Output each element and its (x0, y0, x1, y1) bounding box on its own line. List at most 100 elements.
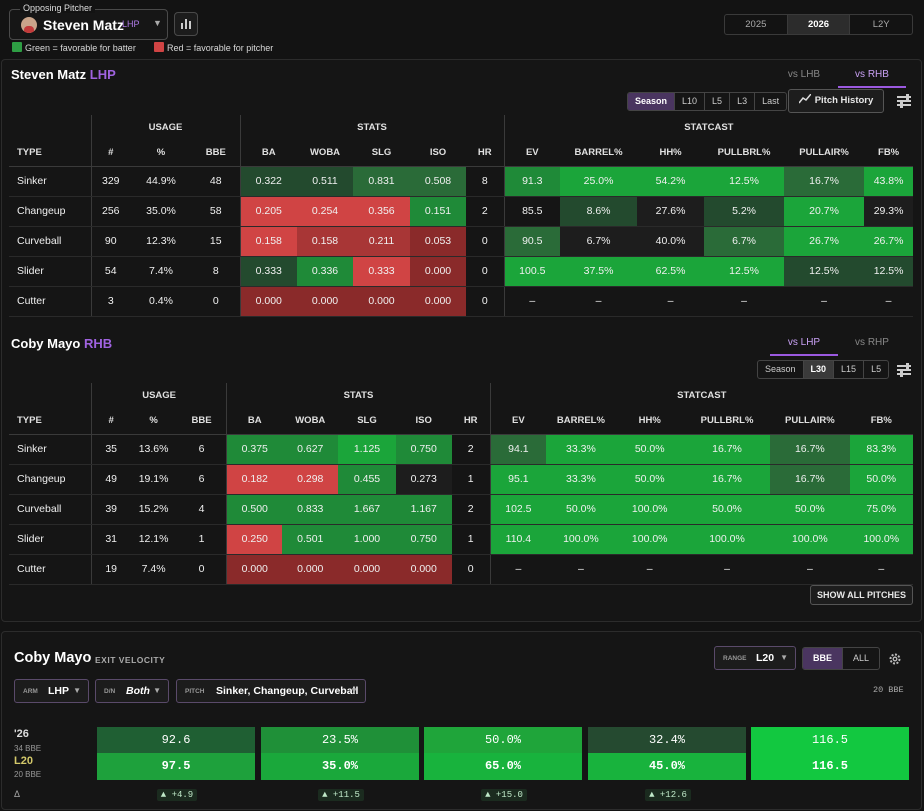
gear-icon[interactable] (888, 652, 902, 669)
column-header[interactable]: PULLBRL% (683, 408, 771, 435)
column-header[interactable]: # (90, 140, 130, 167)
table-row[interactable]: Cutter 19 7.4% 0 0.000 0.000 0.000 0.000 0– – – – – – (9, 554, 913, 585)
batter-vs-tabs: vs LHP vs RHP (770, 337, 906, 356)
column-header[interactable]: TYPE (9, 408, 92, 435)
opposing-pitcher-label: Opposing Pitcher (20, 3, 96, 13)
stat-cell: 16.7% (770, 434, 850, 465)
column-header[interactable]: EV (489, 408, 547, 435)
metric-recent-value: 35.0% (261, 753, 419, 780)
column-header[interactable]: PULLBRL% (704, 140, 785, 167)
column-header[interactable]: BA (239, 140, 298, 167)
range-season[interactable]: Season (628, 93, 676, 110)
range-select[interactable]: RANGE L20 ▼ (714, 646, 796, 670)
green-swatch-icon (12, 42, 22, 52)
stat-cell: 6.7% (704, 226, 785, 257)
range-l5[interactable]: L5 (871, 364, 882, 374)
stat-cell: 1.667 (338, 494, 396, 525)
group-spacer (9, 383, 91, 408)
range-l30[interactable]: L30 (803, 361, 835, 378)
pitch-history-label: Pitch History (814, 95, 874, 106)
stat-cell: 90.5 (503, 226, 561, 257)
column-header[interactable]: HR (451, 408, 491, 435)
show-all-pitches-button[interactable]: SHOW ALL PITCHES (810, 585, 913, 605)
ev-subtitle: EXIT VELOCITY (95, 655, 166, 665)
stat-cell: 16.7% (784, 166, 865, 197)
column-header[interactable]: PULLAIR% (770, 408, 850, 435)
bar-chart-button[interactable] (174, 12, 198, 36)
column-header[interactable]: BBE (192, 140, 241, 167)
range-last[interactable]: Last (762, 96, 780, 106)
range-season[interactable]: Season (758, 361, 804, 378)
column-header[interactable]: WOBA (282, 408, 339, 435)
tab-l2y[interactable]: L2Y (872, 19, 890, 30)
opposing-pitcher-select[interactable]: Opposing Pitcher Steven Matz LHP ▼ (9, 3, 168, 40)
column-header[interactable]: HH% (637, 140, 705, 167)
pitch-select[interactable]: PITCH Sinker, Changeup, Curveball ▼ (176, 679, 366, 703)
tab-2025[interactable]: 2025 (725, 15, 788, 34)
tab-2026[interactable]: 2026 (787, 15, 851, 34)
arm-select[interactable]: ARM LHP ▼ (14, 679, 89, 703)
column-header[interactable]: % (130, 140, 192, 167)
stat-cell: 0.333 (239, 256, 298, 287)
settings-sliders-icon[interactable] (897, 94, 911, 108)
column-header[interactable]: WOBA (297, 140, 354, 167)
stat-cell: 100.0% (615, 524, 684, 555)
range-l5[interactable]: L5 (705, 93, 731, 110)
chevron-down-icon: ▼ (350, 686, 358, 695)
day-night-select[interactable]: D/N Both ▼ (95, 679, 169, 703)
column-header[interactable]: BARREL% (546, 408, 616, 435)
stat-cell: 0 (192, 286, 241, 317)
pitch-type-cell: Cutter (9, 286, 91, 317)
column-header[interactable]: HR (466, 140, 505, 167)
mode-all[interactable]: ALL (853, 653, 870, 663)
table-row[interactable]: Changeup 256 35.0% 58 0.205 0.254 0.356 0.151 2 8… (9, 196, 914, 227)
table-row[interactable]: Sinker 329 44.9% 48 0.322 0.511 0.831 0.508 8 91.… (9, 166, 914, 197)
table-row[interactable]: Curveball 90 12.3% 15 0.158 0.158 0.211 0.053 0 9… (9, 226, 914, 257)
table-row[interactable]: Changeup 49 19.1% 6 0.182 0.298 0.455 0.273 1 95.… (9, 464, 913, 495)
pitcher-panel-name: Steven Matz (11, 67, 87, 82)
pitcher-range-tabs: Season L10 L5 L3 Last (627, 92, 788, 111)
stat-cell: 50.0% (615, 434, 684, 465)
dn-value: Both (126, 685, 150, 697)
range-l15[interactable]: L15 (834, 361, 865, 378)
tab-vs-lhb[interactable]: vs LHB (787, 69, 821, 80)
table-row[interactable]: Cutter 3 0.4% 0 0.000 0.000 0.000 0.000 0– – – – – – (9, 286, 914, 317)
stat-cell: 83.3% (849, 434, 913, 465)
column-header[interactable]: SLG (338, 408, 396, 435)
tab-vs-rhb[interactable]: vs RHB (838, 69, 906, 88)
range-key: RANGE (723, 655, 747, 662)
table-row[interactable]: Slider 54 7.4% 8 0.333 0.336 0.333 0.000 0 100.5 3… (9, 256, 914, 287)
column-header[interactable]: BBE (176, 408, 227, 435)
column-header[interactable]: HH% (615, 408, 684, 435)
column-header[interactable]: ISO (395, 408, 452, 435)
column-header[interactable]: BA (226, 408, 283, 435)
column-header[interactable]: TYPE (9, 140, 91, 167)
column-header[interactable]: SLG (353, 140, 411, 167)
stat-cell: 100.0% (770, 524, 850, 555)
settings-sliders-icon[interactable] (897, 363, 911, 377)
column-header[interactable]: FB% (849, 408, 913, 435)
table-row[interactable]: Curveball 39 15.2% 4 0.500 0.833 1.667 1.167 2 10… (9, 494, 913, 525)
stat-cell: – (704, 286, 785, 317)
tab-vs-lhp[interactable]: vs LHP (770, 337, 838, 356)
column-header[interactable]: % (130, 408, 177, 435)
mode-bbe[interactable]: BBE (803, 648, 844, 669)
pitch-history-button[interactable]: Pitch History (788, 89, 884, 113)
metric-delta-value: ▲ +15.0 (481, 789, 527, 801)
table-row[interactable]: Sinker 35 13.6% 6 0.375 0.627 1.125 0.750 2 94.1 3… (9, 434, 913, 465)
stat-cell: 102.5 (489, 494, 547, 525)
stat-cell: 54 (90, 256, 130, 287)
tab-vs-rhp[interactable]: vs RHP (855, 337, 889, 348)
table-row[interactable]: Slider 31 12.1% 1 0.250 0.501 1.000 0.750 1 110.4… (9, 524, 913, 555)
column-header[interactable]: PULLAIR% (784, 140, 865, 167)
range-l10[interactable]: L10 (675, 93, 706, 110)
column-header[interactable]: FB% (864, 140, 914, 167)
chevron-down-icon: ▼ (153, 686, 161, 695)
column-header[interactable]: BARREL% (560, 140, 638, 167)
stat-cell: 25.0% (560, 166, 638, 197)
stat-cell: 0.336 (297, 256, 354, 287)
range-l3[interactable]: L3 (730, 93, 756, 110)
column-header[interactable]: # (90, 408, 131, 435)
column-header[interactable]: EV (503, 140, 561, 167)
column-header[interactable]: ISO (410, 140, 467, 167)
